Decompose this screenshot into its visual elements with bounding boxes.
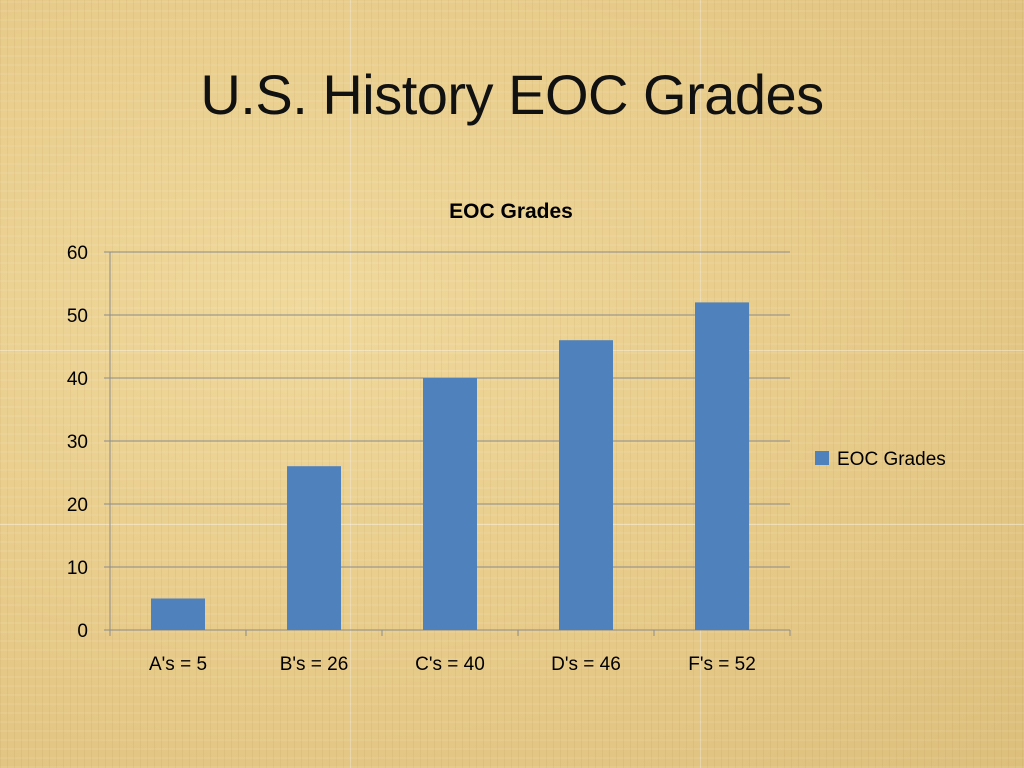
x-tick-label: F's = 52 <box>688 654 756 675</box>
x-tick-label: A's = 5 <box>149 654 207 675</box>
gridlines <box>110 251 790 568</box>
y-tick-label: 50 <box>67 306 88 327</box>
x-tick-label: B's = 26 <box>280 654 349 675</box>
slide-title: U.S. History EOC Grades <box>200 63 824 126</box>
legend-label: EOC Grades <box>837 449 946 470</box>
y-tick-label: 40 <box>67 369 88 390</box>
bar <box>151 598 205 630</box>
bar <box>287 466 341 630</box>
x-tick-label: C's = 40 <box>415 654 485 675</box>
bars <box>151 302 749 630</box>
x-tick-labels: A's = 5 B's = 26 C's = 40 D's = 46 F's = 52 <box>149 654 756 675</box>
chart-title: EOC Grades <box>449 200 573 223</box>
y-tick-labels: 0 10 20 30 40 50 60 <box>67 243 88 642</box>
legend: EOC Grades <box>815 449 946 470</box>
background-seam <box>0 350 1024 351</box>
bar <box>559 340 613 630</box>
legend-swatch <box>815 451 829 465</box>
background-seam <box>0 524 1024 525</box>
x-tick-label: D's = 46 <box>551 654 621 675</box>
y-tick-label: 20 <box>67 495 88 516</box>
bar <box>695 302 749 630</box>
background-seam <box>350 0 351 768</box>
y-tick-label: 60 <box>67 243 88 264</box>
bar <box>423 378 477 630</box>
y-tick-label: 0 <box>77 621 88 642</box>
y-tick-label: 30 <box>67 432 88 453</box>
y-tick-label: 10 <box>67 558 88 579</box>
